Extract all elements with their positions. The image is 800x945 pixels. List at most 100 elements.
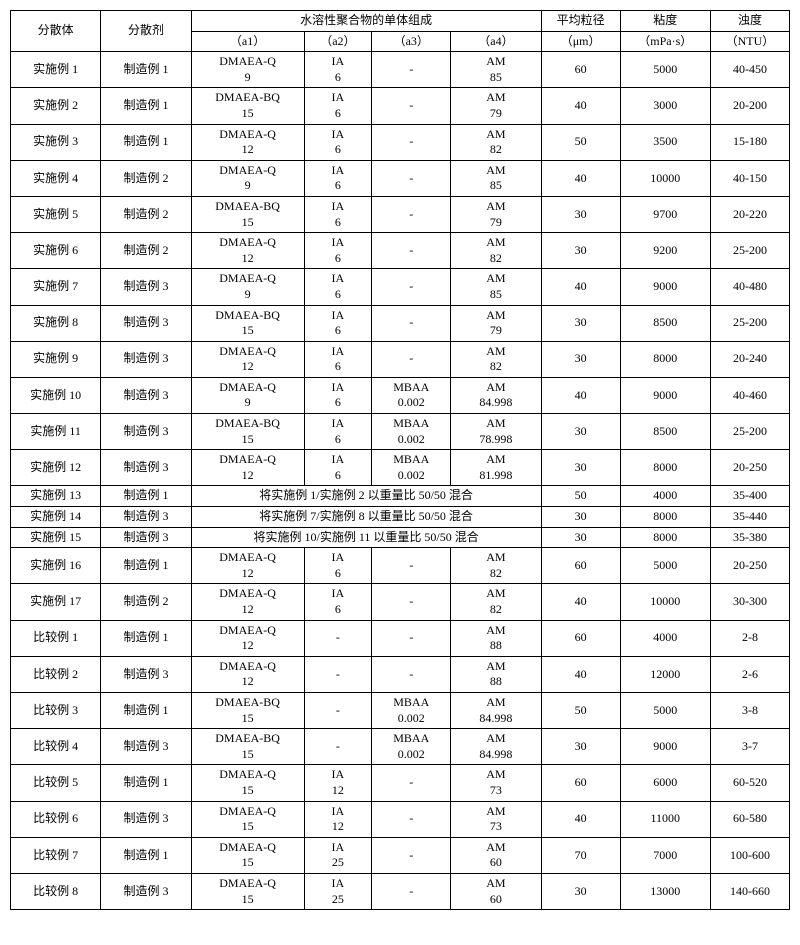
table-cell: 3-8 (710, 692, 789, 728)
table-row: 实施例 4制造例 2DMAEA-Q 9IA 6-AM 85401000040-1… (11, 160, 790, 196)
table-cell: 35-440 (710, 507, 789, 528)
table-row: 实施例 8制造例 3DMAEA-BQ 15IA 6-AM 7930850025-… (11, 305, 790, 341)
table-row: 实施例 12制造例 3DMAEA-Q 12IA 6MBAA 0.002AM 81… (11, 450, 790, 486)
table-cell: - (372, 196, 451, 232)
table-cell: 8000 (620, 527, 710, 548)
table-cell: 40-450 (710, 52, 789, 88)
table-cell: 8000 (620, 341, 710, 377)
table-cell: 100-600 (710, 837, 789, 873)
table-row: 比较例 5制造例 1DMAEA-Q 15IA 12-AM 7360600060-… (11, 765, 790, 801)
table-cell: IA 6 (304, 52, 372, 88)
table-cell: 制造例 1 (101, 88, 191, 124)
table-cell: 35-380 (710, 527, 789, 548)
table-cell: 5000 (620, 52, 710, 88)
table-cell: - (304, 729, 372, 765)
table-cell: IA 6 (304, 124, 372, 160)
table-cell: DMAEA-Q 15 (191, 801, 304, 837)
table-cell: 实施例 6 (11, 233, 101, 269)
header-dispersant: 分散剂 (101, 11, 191, 52)
table-cell: 制造例 2 (101, 584, 191, 620)
table-cell: 8000 (620, 507, 710, 528)
table-cell: IA 6 (304, 269, 372, 305)
table-cell: 60 (541, 765, 620, 801)
header-turbidity: 浊度 (710, 11, 789, 32)
table-row: 比较例 7制造例 1DMAEA-Q 15IA 25-AM 60707000100… (11, 837, 790, 873)
table-cell: - (372, 124, 451, 160)
table-cell: 9700 (620, 196, 710, 232)
table-cell: IA 12 (304, 765, 372, 801)
table-cell: 5000 (620, 692, 710, 728)
table-cell: 20-200 (710, 88, 789, 124)
table-cell: 实施例 9 (11, 341, 101, 377)
table-cell: IA 6 (304, 88, 372, 124)
table-cell: 实施例 5 (11, 196, 101, 232)
header-diameter-unit: （μm） (541, 31, 620, 52)
table-cell: 7000 (620, 837, 710, 873)
table-cell: - (372, 548, 451, 584)
table-cell: - (372, 873, 451, 909)
table-cell: 3-7 (710, 729, 789, 765)
table-cell: - (372, 801, 451, 837)
table-cell: 4000 (620, 620, 710, 656)
table-cell: AM 78.998 (451, 414, 541, 450)
table-cell: AM 84.998 (451, 729, 541, 765)
table-cell: AM 73 (451, 801, 541, 837)
header-viscosity-unit: （mPa·s） (620, 31, 710, 52)
table-cell: AM 88 (451, 656, 541, 692)
table-cell: 实施例 3 (11, 124, 101, 160)
table-cell: 25-200 (710, 305, 789, 341)
table-header: 分散体 分散剂 水溶性聚合物的单体组成 平均粒径 粘度 浊度 （a1） （a2）… (11, 11, 790, 52)
table-cell: DMAEA-BQ 15 (191, 414, 304, 450)
table-cell: 40 (541, 269, 620, 305)
header-a3: （a3） (372, 31, 451, 52)
table-row: 实施例 3制造例 1DMAEA-Q 12IA 6-AM 8250350015-1… (11, 124, 790, 160)
table-cell: 60 (541, 620, 620, 656)
table-cell: AM 82 (451, 124, 541, 160)
table-cell: 50 (541, 692, 620, 728)
table-cell: - (372, 88, 451, 124)
table-cell: 30 (541, 196, 620, 232)
table-cell: 70 (541, 837, 620, 873)
header-dispersion: 分散体 (11, 11, 101, 52)
table-cell: IA 6 (304, 377, 372, 413)
table-cell: 制造例 2 (101, 196, 191, 232)
table-cell: AM 85 (451, 269, 541, 305)
table-cell: - (372, 765, 451, 801)
table-cell: AM 82 (451, 341, 541, 377)
table-cell: 将实施例 1/实施例 2 以重量比 50/50 混合 (191, 486, 541, 507)
table-cell: 30 (541, 729, 620, 765)
table-cell: 实施例 1 (11, 52, 101, 88)
table-cell: AM 79 (451, 305, 541, 341)
table-cell: 制造例 3 (101, 801, 191, 837)
table-cell: 制造例 3 (101, 507, 191, 528)
table-cell: IA 6 (304, 414, 372, 450)
table-row: 实施例 6制造例 2DMAEA-Q 12IA 6-AM 8230920025-2… (11, 233, 790, 269)
table-cell: 60-580 (710, 801, 789, 837)
table-cell: 制造例 3 (101, 656, 191, 692)
table-cell: IA 12 (304, 801, 372, 837)
table-cell: MBAA 0.002 (372, 450, 451, 486)
table-cell: 30 (541, 341, 620, 377)
table-cell: 制造例 3 (101, 873, 191, 909)
table-cell: 比较例 1 (11, 620, 101, 656)
table-cell: - (372, 341, 451, 377)
table-cell: 制造例 3 (101, 450, 191, 486)
table-cell: 15-180 (710, 124, 789, 160)
table-cell: 3000 (620, 88, 710, 124)
table-cell: 将实施例 7/实施例 8 以重量比 50/50 混合 (191, 507, 541, 528)
table-cell: 实施例 13 (11, 486, 101, 507)
table-cell: 30 (541, 450, 620, 486)
table-cell: AM 84.998 (451, 692, 541, 728)
table-cell: 20-220 (710, 196, 789, 232)
table-cell: MBAA 0.002 (372, 377, 451, 413)
table-cell: 制造例 2 (101, 233, 191, 269)
table-row: 实施例 7制造例 3DMAEA-Q 9IA 6-AM 8540900040-48… (11, 269, 790, 305)
table-cell: 30 (541, 414, 620, 450)
table-cell: MBAA 0.002 (372, 729, 451, 765)
table-cell: 8500 (620, 414, 710, 450)
table-cell: DMAEA-BQ 15 (191, 88, 304, 124)
table-cell: DMAEA-Q 12 (191, 584, 304, 620)
header-turbidity-unit: （NTU） (710, 31, 789, 52)
header-viscosity: 粘度 (620, 11, 710, 32)
header-a4: （a4） (451, 31, 541, 52)
